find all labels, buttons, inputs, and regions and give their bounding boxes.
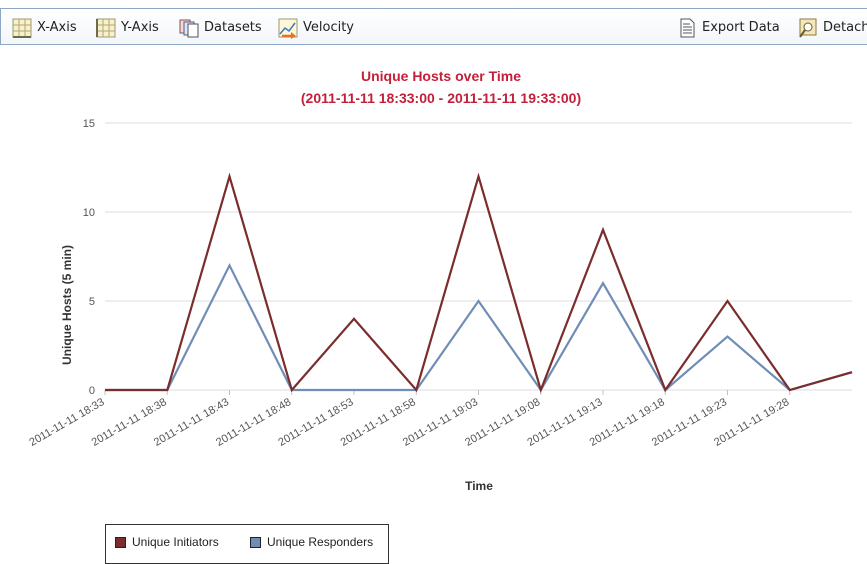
- y-tick-label: 0: [89, 385, 95, 397]
- y-axis-icon: [95, 17, 117, 39]
- detach-icon: [797, 17, 819, 39]
- legend-label: Unique Initiators: [132, 535, 219, 549]
- y-tick-label: 5: [89, 296, 95, 308]
- velocity-label: Velocity: [303, 20, 354, 35]
- velocity-icon: [277, 17, 299, 39]
- chart-toolbar: X-Axis Y-Axis Datasets: [0, 8, 867, 45]
- y-tick-label: 15: [83, 118, 95, 130]
- series-line-1: [105, 262, 853, 393]
- y-tick-labels: 0 5 10 15: [83, 118, 95, 397]
- chart-legend: Unique Initiators Unique Responders: [105, 524, 389, 564]
- y-axis-button[interactable]: Y-Axis: [95, 9, 159, 46]
- legend-item-initiators: Unique Initiators: [115, 535, 219, 549]
- series-lines: [105, 172, 853, 394]
- legend-label: Unique Responders: [267, 535, 374, 549]
- legend-item-responders: Unique Responders: [250, 535, 373, 549]
- y-tick-label: 10: [83, 207, 95, 219]
- grid-lines: [105, 122, 852, 391]
- y-axis-label: Y-Axis: [121, 20, 159, 35]
- series-line-0: [105, 172, 853, 394]
- export-data-label: Export Data: [702, 20, 780, 35]
- datasets-icon: [178, 17, 200, 39]
- legend-swatch: [250, 536, 261, 548]
- x-axis-icon: [11, 17, 33, 39]
- export-data-icon: [676, 17, 698, 39]
- legend-swatch: [115, 536, 126, 548]
- x-axis-label: X-Axis: [37, 20, 77, 35]
- datasets-label: Datasets: [204, 20, 262, 35]
- y-axis-title: Unique Hosts (5 min): [60, 245, 74, 365]
- chart-title: Unique Hosts over Time: [361, 68, 521, 84]
- detach-label: Detach: [823, 20, 867, 35]
- x-axis-button[interactable]: X-Axis: [11, 9, 77, 46]
- chart-subtitle: (2011-11-11 18:33:00 - 2011-11-11 19:33:…: [301, 90, 581, 106]
- datasets-button[interactable]: Datasets: [178, 9, 262, 46]
- velocity-button[interactable]: Velocity: [277, 9, 354, 46]
- detach-button[interactable]: Detach: [797, 9, 867, 46]
- x-axis-title: Time: [465, 479, 493, 493]
- export-data-button[interactable]: Export Data: [676, 9, 780, 46]
- line-chart: Unique Hosts over Time (2011-11-11 18:33…: [27, 68, 853, 493]
